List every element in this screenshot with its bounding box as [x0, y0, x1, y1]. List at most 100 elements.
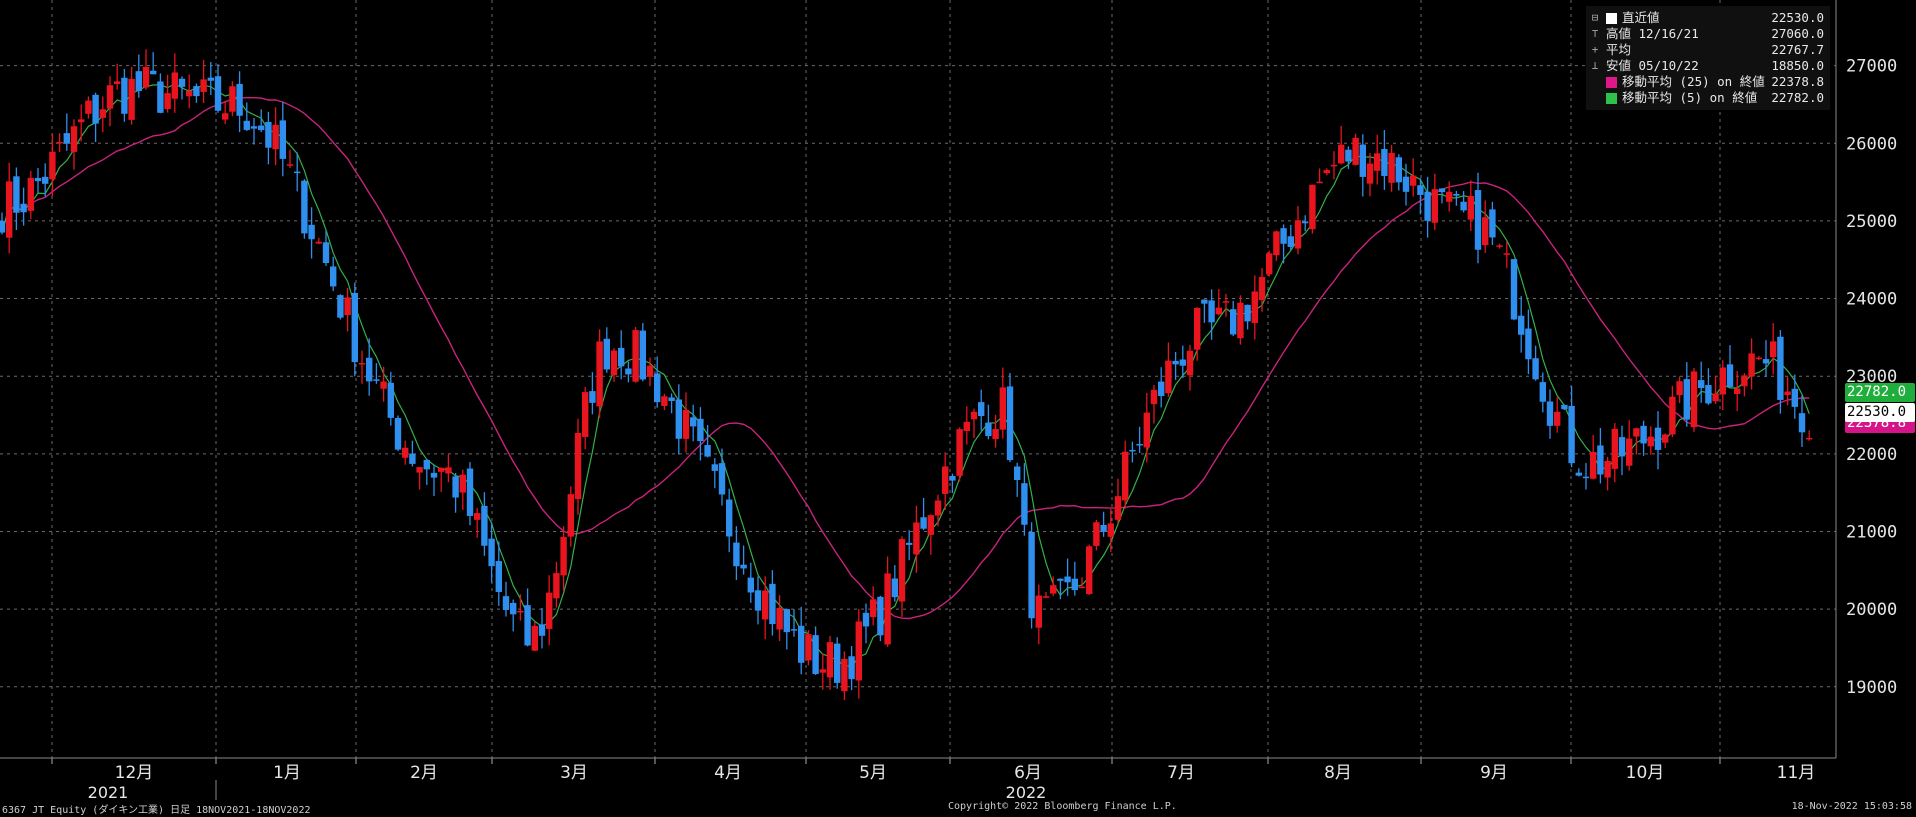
- candle-body: [596, 341, 603, 407]
- candle-body: [1669, 396, 1676, 435]
- candle-body: [1539, 382, 1546, 402]
- candle-body: [1035, 595, 1042, 628]
- x-month-label: 3月: [560, 763, 588, 783]
- candle-body: [200, 79, 207, 92]
- candle-body: [1100, 524, 1107, 532]
- candle-body: [1179, 359, 1186, 366]
- legend-value: 27060.0: [1771, 26, 1824, 41]
- legend-item-high: ⊤ 高値 12/16/21 27060.0: [1590, 26, 1824, 42]
- legend-label: 移動平均 (5) on 終値: [1622, 90, 1758, 105]
- legend-label: 直近値: [1622, 10, 1660, 25]
- candle-body: [1806, 437, 1813, 440]
- x-month-label: 6月: [1014, 763, 1042, 783]
- candle-body: [430, 472, 438, 478]
- candle-body: [452, 476, 459, 498]
- candle-body: [171, 72, 178, 99]
- candle-body: [344, 297, 351, 316]
- candle-body: [718, 463, 726, 495]
- y-tick-label: 19000: [1846, 678, 1897, 698]
- candle-body: [1251, 291, 1258, 323]
- candle-body: [466, 468, 474, 516]
- candle-body: [236, 83, 243, 116]
- candle-body: [294, 171, 301, 174]
- candle-body: [315, 241, 322, 244]
- x-month-label: 7月: [1167, 763, 1195, 783]
- candle-body: [301, 180, 308, 234]
- candle-body: [1460, 201, 1467, 211]
- candle-body: [1525, 328, 1532, 360]
- candle-body: [906, 542, 913, 545]
- candle-body: [826, 642, 834, 678]
- candle-body: [49, 151, 56, 180]
- candle-body: [920, 517, 927, 529]
- candle-body: [1647, 436, 1654, 447]
- candle-body: [639, 330, 646, 380]
- collapse-icon[interactable]: ⊟: [1591, 11, 1599, 24]
- candle-body: [870, 599, 877, 618]
- candle-body: [1791, 388, 1798, 407]
- candle-body: [1467, 195, 1474, 220]
- x-year-label: 2022: [1006, 783, 1047, 802]
- candle-body: [546, 592, 553, 629]
- candle-body: [646, 365, 654, 377]
- candle-body: [589, 391, 596, 403]
- candle-body: [1258, 276, 1266, 301]
- candle-body: [733, 542, 740, 567]
- candle-body: [1064, 576, 1071, 583]
- candle-body: [286, 164, 294, 166]
- ma25-line-layer: [1, 96, 1810, 620]
- candle-body: [877, 596, 884, 636]
- candle-body: [1690, 371, 1698, 428]
- candle-body: [85, 100, 92, 114]
- candle-body: [531, 625, 538, 651]
- candle-body: [42, 176, 49, 184]
- candle-body: [834, 643, 841, 683]
- candle-body: [1302, 221, 1309, 224]
- candle-body: [1309, 184, 1316, 230]
- footer-timestamp: 18-Nov-2022 15:03:58: [1791, 801, 1912, 812]
- candle-body: [1676, 381, 1683, 396]
- candle-body: [1568, 405, 1575, 464]
- candle-body: [1438, 188, 1446, 193]
- candle-body: [1489, 209, 1496, 238]
- candle-body: [841, 658, 848, 692]
- candle-body: [1532, 358, 1539, 380]
- x-month-label: 4月: [714, 763, 742, 783]
- candle-body: [416, 467, 423, 473]
- candle-body: [574, 432, 582, 500]
- candle-body: [1273, 231, 1280, 256]
- candle-body: [704, 445, 711, 457]
- candle-body: [1770, 341, 1777, 358]
- candle-body: [1496, 245, 1503, 247]
- candle-body: [1338, 144, 1345, 164]
- legend-item-average: + 平均 22767.7: [1590, 42, 1824, 58]
- candle-body: [1784, 391, 1791, 396]
- candle-body: [1150, 389, 1158, 405]
- candle-body: [675, 399, 682, 439]
- candle-body: [265, 121, 272, 148]
- legend-swatch: [1606, 13, 1617, 24]
- candle-body: [963, 421, 970, 431]
- candle-body: [114, 81, 121, 85]
- candle-body: [726, 499, 733, 537]
- candle-body: [1798, 413, 1806, 433]
- candle-body: [934, 500, 942, 516]
- candle-body: [1474, 190, 1482, 250]
- average-marker-icon: +: [1591, 43, 1599, 56]
- candle-body: [1762, 359, 1770, 364]
- candle-body: [1028, 531, 1035, 619]
- candle-body: [1712, 393, 1719, 402]
- candle-body: [121, 77, 128, 114]
- legend-label: 移動平均 (25) on 終値: [1622, 74, 1765, 89]
- candle-body: [229, 86, 236, 112]
- candle-body: [459, 474, 466, 493]
- candle-body: [1431, 189, 1438, 223]
- candle-body: [1374, 153, 1381, 171]
- candle-body: [1582, 476, 1590, 479]
- candle-body: [1698, 380, 1705, 389]
- candle-body: [1446, 191, 1453, 202]
- candle-body: [63, 133, 70, 144]
- x-month-label: 11月: [1777, 763, 1816, 783]
- last-price-tag: 22530.0: [1845, 402, 1915, 422]
